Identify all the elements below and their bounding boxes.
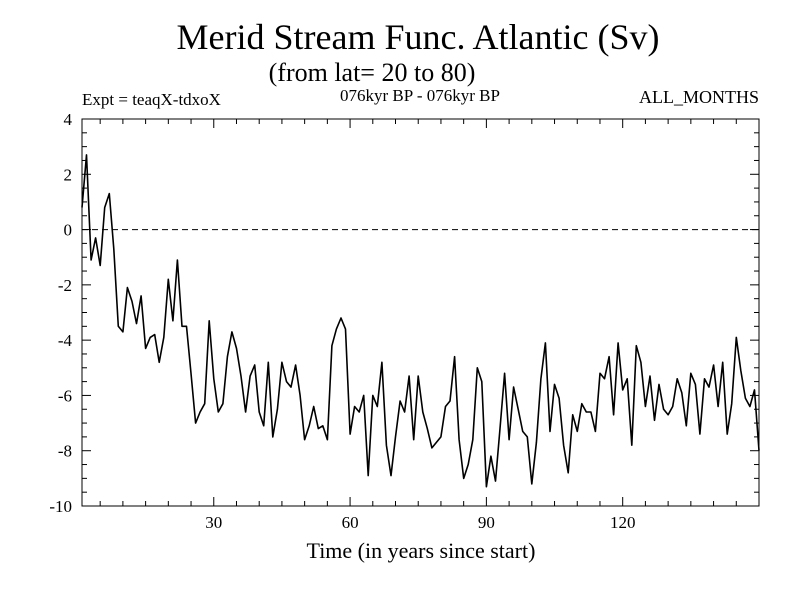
y-tick-label: -8 bbox=[58, 442, 72, 461]
x-axis-label: Time (in years since start) bbox=[306, 538, 536, 563]
x-tick-label: 30 bbox=[205, 513, 222, 532]
y-tick-label: -6 bbox=[58, 386, 72, 405]
x-tick-label: 90 bbox=[478, 513, 495, 532]
y-tick-label: 4 bbox=[64, 110, 73, 129]
y-tick-label: -10 bbox=[49, 497, 72, 516]
x-tick-label: 60 bbox=[342, 513, 359, 532]
x-tick-label: 120 bbox=[610, 513, 636, 532]
y-tick-label: 0 bbox=[64, 221, 73, 240]
months-label: ALL_MONTHS bbox=[639, 87, 759, 107]
plot-frame bbox=[81, 118, 760, 507]
chart-title: Merid Stream Func. Atlantic (Sv) bbox=[176, 17, 660, 57]
chart-subtitle: (from lat= 20 to 80) bbox=[268, 58, 476, 87]
period-label: 076kyr BP - 076kyr BP bbox=[340, 86, 500, 105]
y-tick-label: 2 bbox=[64, 165, 73, 184]
y-tick-label: -2 bbox=[58, 276, 72, 295]
series-line bbox=[81, 154, 760, 488]
experiment-label: Expt = teaqX-tdxoX bbox=[82, 90, 221, 109]
y-tick-label: -4 bbox=[58, 331, 73, 350]
